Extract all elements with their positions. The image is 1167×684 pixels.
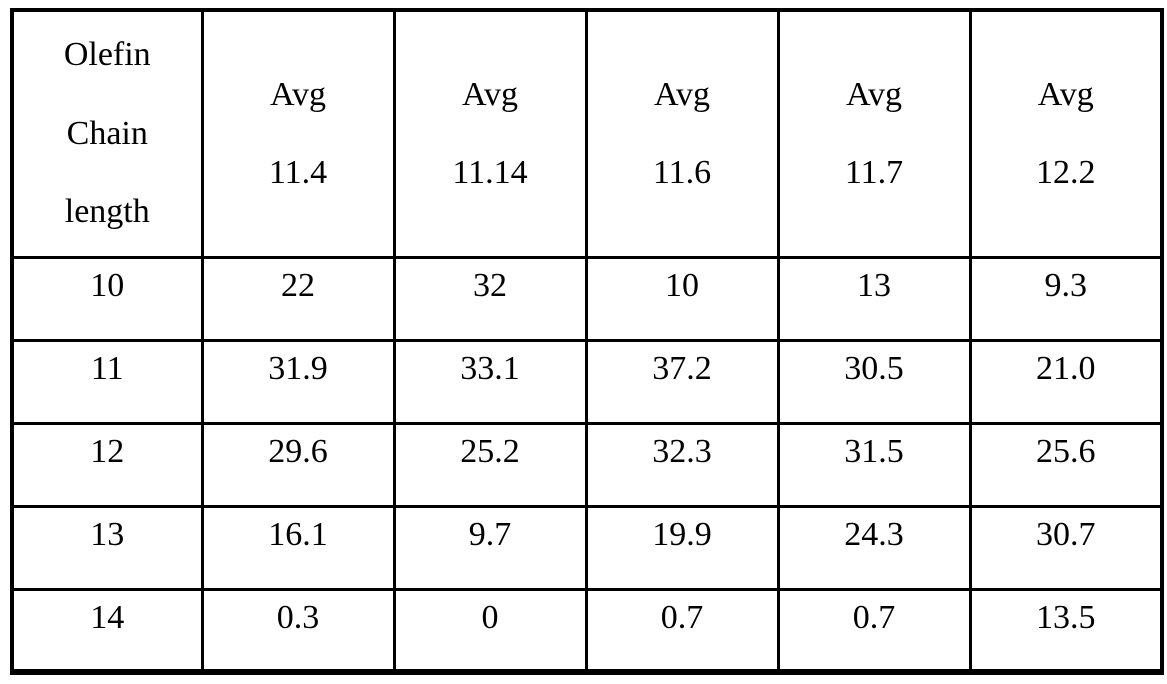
header-cell-olefin-chain-length: Olefin Chain length — [10, 8, 204, 259]
header-avg-label: Avg — [845, 75, 903, 113]
chain-length-cell: 14 — [10, 587, 204, 674]
value-cell: 0 — [392, 587, 588, 674]
value-cell: 9.3 — [968, 255, 1164, 342]
header-cell-avg-12-2: Avg 12.2 — [968, 8, 1164, 259]
header-avg-value: 11.14 — [452, 153, 528, 191]
header-avg-value: 11.7 — [844, 153, 904, 191]
header-avg-value: 12.2 — [1036, 153, 1096, 191]
value-cell: 29.6 — [200, 421, 396, 508]
value-cell: 32.3 — [584, 421, 780, 508]
table-header-row: Olefin Chain length Avg 11.4 Avg 11.14 A… — [10, 8, 1164, 259]
table-row: 11 31.9 33.1 37.2 30.5 21.0 — [10, 338, 1164, 425]
value-cell: 21.0 — [968, 338, 1164, 425]
header-cell-avg-11-7: Avg 11.7 — [776, 8, 972, 259]
header-avg-value: 11.4 — [268, 153, 328, 191]
value-cell: 25.6 — [968, 421, 1164, 508]
header-avg-label: Avg — [461, 75, 519, 113]
value-cell: 16.1 — [200, 504, 396, 591]
value-cell: 32 — [392, 255, 588, 342]
value-cell: 31.5 — [776, 421, 972, 508]
chain-length-cell: 12 — [10, 421, 204, 508]
table-row: 10 22 32 10 13 9.3 — [10, 255, 1164, 342]
value-cell: 13.5 — [968, 587, 1164, 674]
header-line-2: Chain — [66, 114, 148, 152]
value-cell: 30.7 — [968, 504, 1164, 591]
header-line-3: length — [64, 192, 150, 230]
table-row: 12 29.6 25.2 32.3 31.5 25.6 — [10, 421, 1164, 508]
value-cell: 22 — [200, 255, 396, 342]
chain-length-cell: 10 — [10, 255, 204, 342]
table-row: 14 0.3 0 0.7 0.7 13.5 — [10, 587, 1164, 674]
value-cell: 0.7 — [776, 587, 972, 674]
header-avg-label: Avg — [653, 75, 711, 113]
value-cell: 13 — [776, 255, 972, 342]
header-cell-avg-11-14: Avg 11.14 — [392, 8, 588, 259]
chain-length-cell: 11 — [10, 338, 204, 425]
chain-length-cell: 13 — [10, 504, 204, 591]
header-avg-label: Avg — [1037, 75, 1094, 113]
header-cell-avg-11-6: Avg 11.6 — [584, 8, 780, 259]
value-cell: 0.3 — [200, 587, 396, 674]
value-cell: 37.2 — [584, 338, 780, 425]
value-cell: 30.5 — [776, 338, 972, 425]
value-cell: 25.2 — [392, 421, 588, 508]
header-avg-value: 11.6 — [652, 153, 712, 191]
table-row: 13 16.1 9.7 19.9 24.3 30.7 — [10, 504, 1164, 591]
header-avg-label: Avg — [269, 75, 327, 113]
value-cell: 31.9 — [200, 338, 396, 425]
value-cell: 10 — [584, 255, 780, 342]
header-cell-avg-11-4: Avg 11.4 — [200, 8, 396, 259]
header-line-1: Olefin — [63, 36, 151, 74]
value-cell: 9.7 — [392, 504, 588, 591]
value-cell: 0.7 — [584, 587, 780, 674]
olefin-distribution-table: Olefin Chain length Avg 11.4 Avg 11.14 A… — [10, 8, 1164, 675]
value-cell: 24.3 — [776, 504, 972, 591]
value-cell: 33.1 — [392, 338, 588, 425]
value-cell: 19.9 — [584, 504, 780, 591]
